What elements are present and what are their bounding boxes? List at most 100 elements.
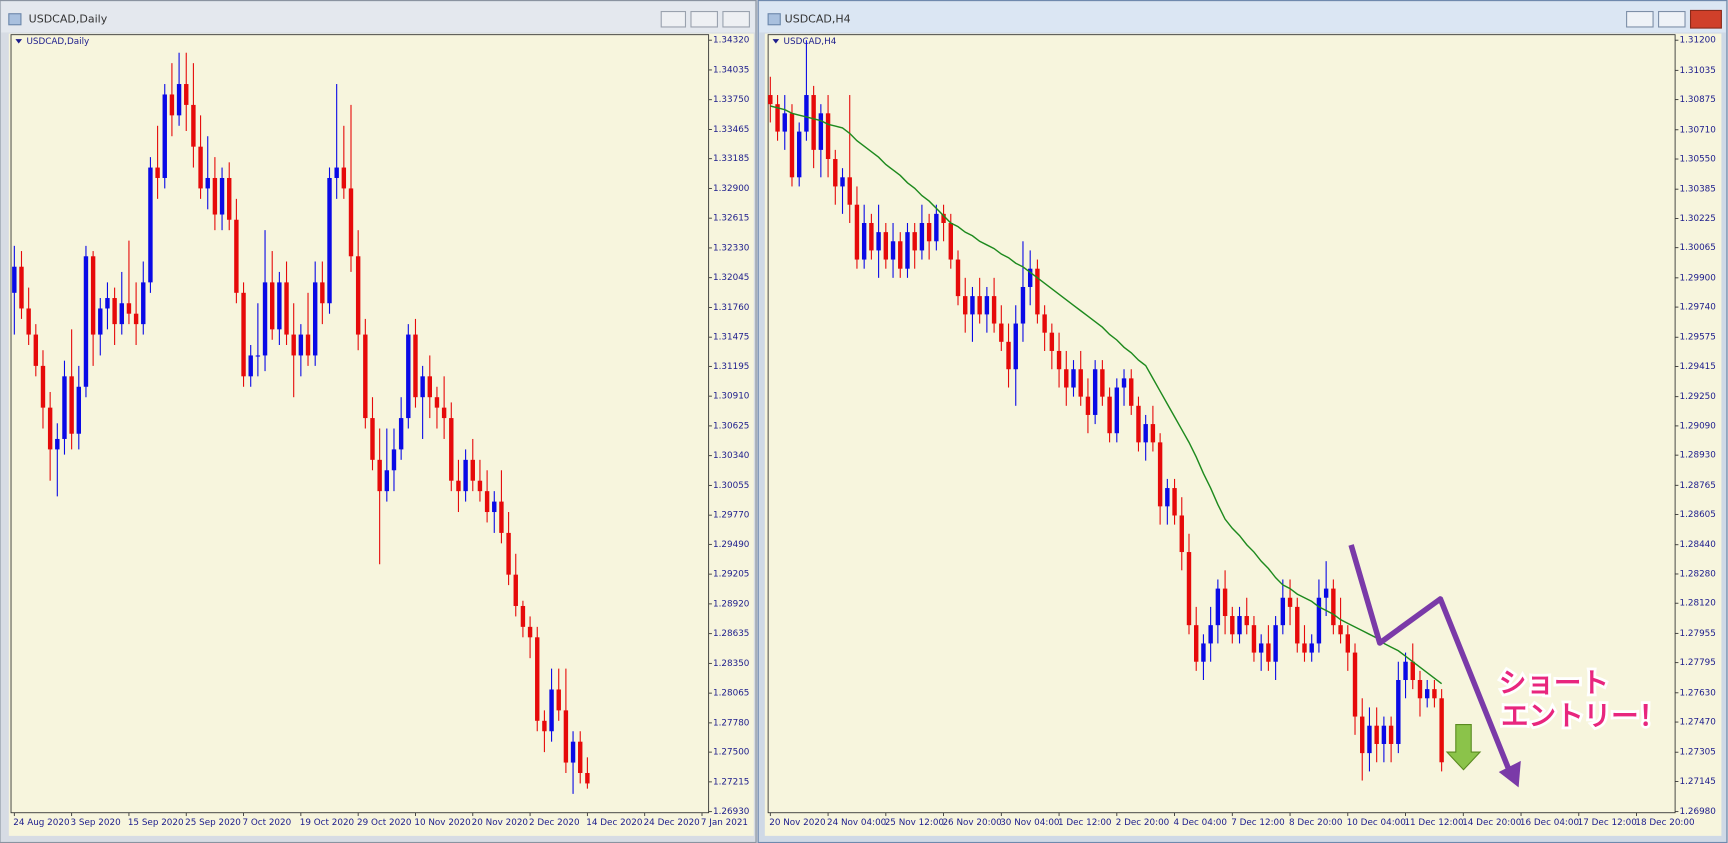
candle-body xyxy=(1006,341,1011,370)
candle-body xyxy=(549,689,554,732)
candle-body xyxy=(492,501,497,513)
plot-frame xyxy=(10,34,710,814)
y-tick-label: 1.30055 xyxy=(713,481,749,491)
candle-body xyxy=(585,772,590,784)
candle-body xyxy=(40,365,46,408)
candle-body xyxy=(69,376,74,434)
candle-body xyxy=(563,710,569,763)
candle-body xyxy=(1129,378,1134,406)
y-tick-label: 1.27955 xyxy=(1680,629,1716,639)
x-tick-label: 10 Nov 2020 xyxy=(414,818,471,828)
y-tick-label: 1.29490 xyxy=(713,540,750,550)
maximize-button[interactable] xyxy=(1658,10,1686,28)
y-tick-label: 1.29770 xyxy=(713,511,750,521)
x-tick-label: 20 Nov 2020 xyxy=(769,818,826,828)
candle-body xyxy=(905,232,910,269)
close-button[interactable] xyxy=(722,10,750,28)
x-tick-label: 17 Dec 12:00 xyxy=(1578,818,1638,828)
candle-body xyxy=(535,637,540,721)
candle-body xyxy=(449,418,454,481)
candle-body xyxy=(912,232,917,251)
close-button[interactable] xyxy=(1689,9,1722,29)
x-tick-label: 24 Dec 2020 xyxy=(644,818,701,828)
candle-body xyxy=(205,177,210,189)
candle-body xyxy=(298,334,304,356)
candle-body xyxy=(840,177,845,187)
y-tick-label: 1.28605 xyxy=(1680,510,1716,520)
chart-menu-marker xyxy=(772,39,780,44)
candle-body xyxy=(470,459,475,481)
y-tick-label: 1.28930 xyxy=(1680,451,1717,461)
candle-body xyxy=(1352,652,1358,717)
x-tick-label: 8 Dec 20:00 xyxy=(1289,818,1343,828)
candle-body xyxy=(384,470,390,492)
y-tick-label: 1.30910 xyxy=(713,392,750,402)
candle-body xyxy=(1302,643,1307,653)
candle-body xyxy=(898,241,903,269)
y-tick-label: 1.27145 xyxy=(1680,777,1716,787)
y-tick-label: 1.32615 xyxy=(713,214,749,224)
candle-body xyxy=(1215,588,1221,626)
candle-body xyxy=(1085,396,1091,415)
candle-body xyxy=(883,232,889,260)
x-tick-label: 1 Dec 12:00 xyxy=(1058,818,1112,828)
minimize-button[interactable] xyxy=(660,10,687,28)
x-tick-label: 2 Dec 20:00 xyxy=(1116,818,1170,828)
y-tick-label: 1.27215 xyxy=(713,777,749,787)
annotation: エントリー！ xyxy=(1501,700,1666,732)
candle-body xyxy=(1338,625,1343,635)
window-title: USDCAD,Daily xyxy=(29,12,108,25)
y-tick-label: 1.29090 xyxy=(1680,421,1717,431)
x-tick-label: 14 Dec 2020 xyxy=(586,818,643,828)
candle-body xyxy=(955,259,961,297)
y-tick-label: 1.27305 xyxy=(1680,748,1716,758)
maximize-button[interactable] xyxy=(690,10,718,28)
candle-body xyxy=(1027,268,1033,287)
candle-body xyxy=(775,104,780,132)
y-tick-label: 1.28065 xyxy=(713,689,749,699)
candle-body xyxy=(1035,268,1040,315)
candle-body xyxy=(977,296,982,315)
candle-body xyxy=(1309,643,1314,653)
candle-body xyxy=(463,459,468,492)
candle-body xyxy=(1417,680,1423,699)
x-tick-label: 19 Oct 2020 xyxy=(300,818,355,828)
candle-body xyxy=(919,222,925,251)
candle-body xyxy=(1230,616,1235,635)
candle-body xyxy=(513,574,518,606)
candle-body xyxy=(1295,606,1300,644)
y-tick-label: 1.29250 xyxy=(1680,392,1717,402)
candle-body xyxy=(1194,625,1199,662)
candle-body xyxy=(1360,716,1365,754)
candle-body xyxy=(527,626,533,638)
y-tick-label: 1.27470 xyxy=(1680,718,1717,728)
y-tick-label: 1.28280 xyxy=(1680,569,1717,579)
candle-body xyxy=(963,296,968,315)
candle-body xyxy=(1143,424,1148,443)
candle-body xyxy=(1258,643,1264,653)
candle-body xyxy=(1013,323,1018,370)
candle-body xyxy=(212,177,218,215)
candle-body xyxy=(1092,369,1098,415)
candle-body xyxy=(818,113,824,150)
y-tick-label: 1.32330 xyxy=(713,243,750,253)
candle-body xyxy=(1287,597,1293,607)
candle-body xyxy=(1323,588,1329,598)
candle-body xyxy=(341,167,347,189)
candle-body xyxy=(184,84,189,105)
y-tick-label: 1.30385 xyxy=(1680,185,1716,195)
y-tick-label: 1.28440 xyxy=(1680,540,1717,550)
candle-body xyxy=(1432,689,1437,699)
minimize-button[interactable] xyxy=(1626,10,1654,28)
candle-body xyxy=(370,418,375,460)
x-tick-label: 26 Nov 20:00 xyxy=(942,818,1002,828)
chart-background xyxy=(764,33,1722,836)
y-tick-label: 1.29575 xyxy=(1680,333,1716,343)
candle-body xyxy=(1020,286,1026,324)
candle-body xyxy=(804,95,809,132)
x-tick-label: 10 Dec 04:00 xyxy=(1347,818,1407,828)
title-bar xyxy=(1,1,755,33)
x-tick-label: 7 Oct 2020 xyxy=(242,818,291,828)
candle-body xyxy=(191,104,196,147)
